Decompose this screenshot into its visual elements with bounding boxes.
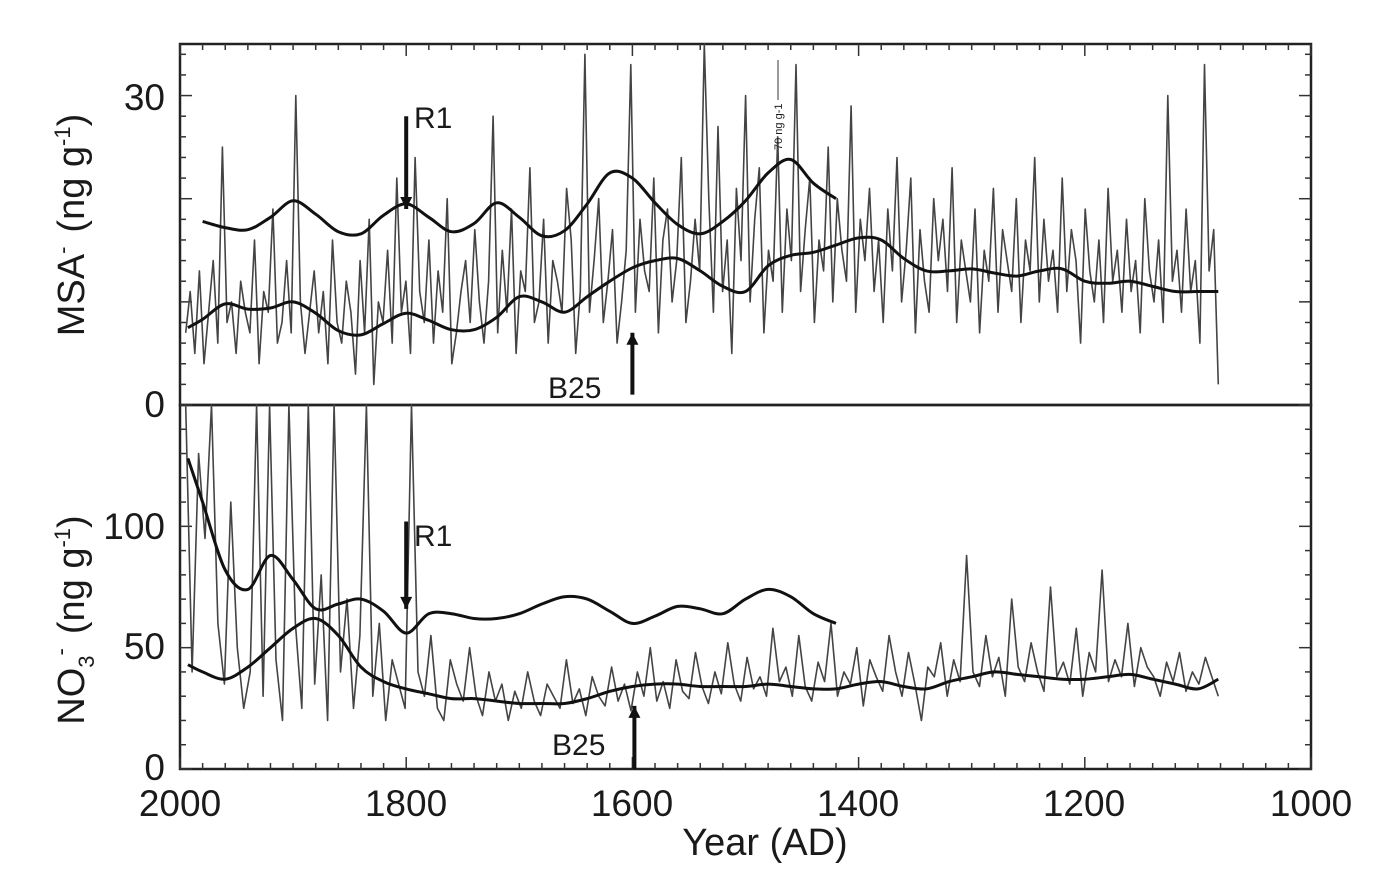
top-ytick-label: 30: [124, 77, 165, 118]
xtick-label: 1400: [817, 783, 899, 824]
bottom-ytick-label: 50: [124, 626, 165, 667]
smooth-lower-curve: [187, 235, 1219, 337]
xtick-label: 1800: [365, 783, 447, 824]
annotations: [400, 60, 779, 769]
top-b25-arrow-head: [626, 332, 639, 345]
bottom-ylabel-unit-exp: -1: [50, 528, 75, 548]
top-offscale-label: 70 ng g-1: [773, 104, 785, 150]
bottom-ylabel-subscript: 3: [74, 655, 99, 667]
x-axis-title: Year (AD): [682, 822, 847, 864]
top-ylabel-unit-exp: -1: [50, 126, 75, 146]
top-b25-label: B25: [548, 372, 601, 405]
nitrate-smoothed-series: [186, 457, 1220, 706]
top-ylabel-unit: (ng g: [51, 146, 93, 233]
xtick-label: 1600: [591, 783, 673, 824]
bottom-b25-label: B25: [552, 729, 605, 762]
xtick-label: 1200: [1043, 783, 1125, 824]
msa-smoothed-series: [187, 157, 1219, 337]
top-r1-label: R1: [414, 102, 452, 135]
top-ylabel-species: MSA: [51, 253, 93, 336]
bottom-ylabel-charge: -: [48, 648, 73, 655]
xtick-label: 2000: [139, 783, 221, 824]
bottom-ytick-label: 0: [144, 747, 165, 788]
raw-series-line: [184, 43, 1220, 386]
bottom-panel-frame: [178, 403, 1313, 771]
top-r1-arrow-head: [400, 197, 413, 210]
bottom-ylabel-close: ): [51, 515, 93, 528]
top-ytick-label: 0: [144, 384, 165, 425]
raw-series-line: [184, 404, 1220, 722]
bottom-b25-arrow-head: [628, 705, 641, 718]
axis-ticks: [179, 44, 1312, 770]
top-y-axis-title: MSA- (ng g-1): [50, 114, 93, 337]
smooth-lower-curve: [187, 616, 1220, 706]
top-ylabel-charge: -: [50, 247, 75, 254]
top-ylabel-close: ): [51, 114, 93, 127]
smooth-upper-curve: [186, 457, 837, 635]
bottom-ylabel-species: NO: [51, 668, 93, 725]
bottom-y-axis-title: NO3- (ng g-1): [48, 515, 99, 724]
bottom-r1-label: R1: [414, 520, 452, 553]
bottom-ylabel-unit: (ng g: [51, 548, 93, 635]
bottom-r1-arrow-head: [400, 596, 413, 609]
smooth-upper-curve: [202, 157, 837, 239]
nitrate-raw-series: [184, 404, 1220, 722]
xtick-label: 1000: [1270, 783, 1352, 824]
msa-raw-series: [184, 43, 1220, 386]
bottom-ytick-label: 100: [103, 506, 165, 547]
